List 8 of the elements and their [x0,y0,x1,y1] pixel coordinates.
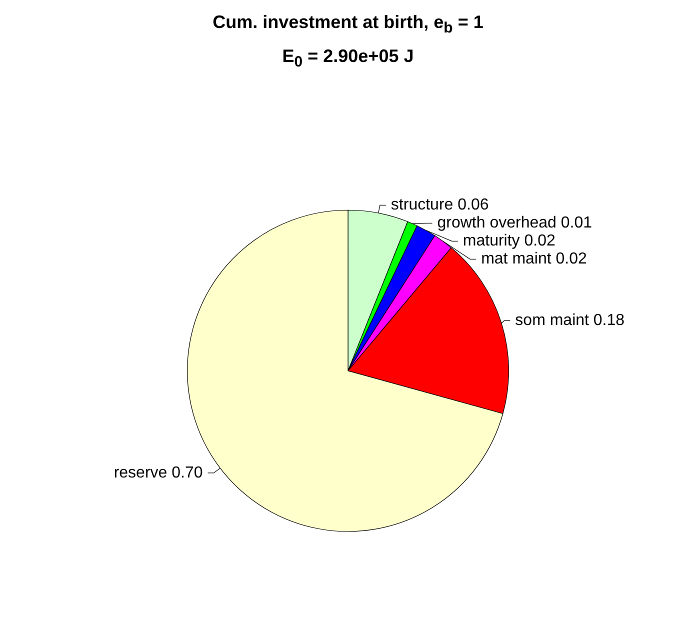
slice-label: mat maint 0.02 [481,250,588,268]
slice-label: growth overhead 0.01 [437,214,592,232]
slice-label: reserve 0.70 [114,464,203,482]
slice-label: som maint 0.18 [515,312,625,330]
chart-subtitle: E$_{0}$ = 2.90e+05 J [281,46,415,71]
slice-label: maturity 0.02 [462,232,556,250]
slice-label: structure 0.06 [390,196,489,214]
chart-title: Cum. investment at birth, e$_{b}$ = 1 [212,12,484,37]
